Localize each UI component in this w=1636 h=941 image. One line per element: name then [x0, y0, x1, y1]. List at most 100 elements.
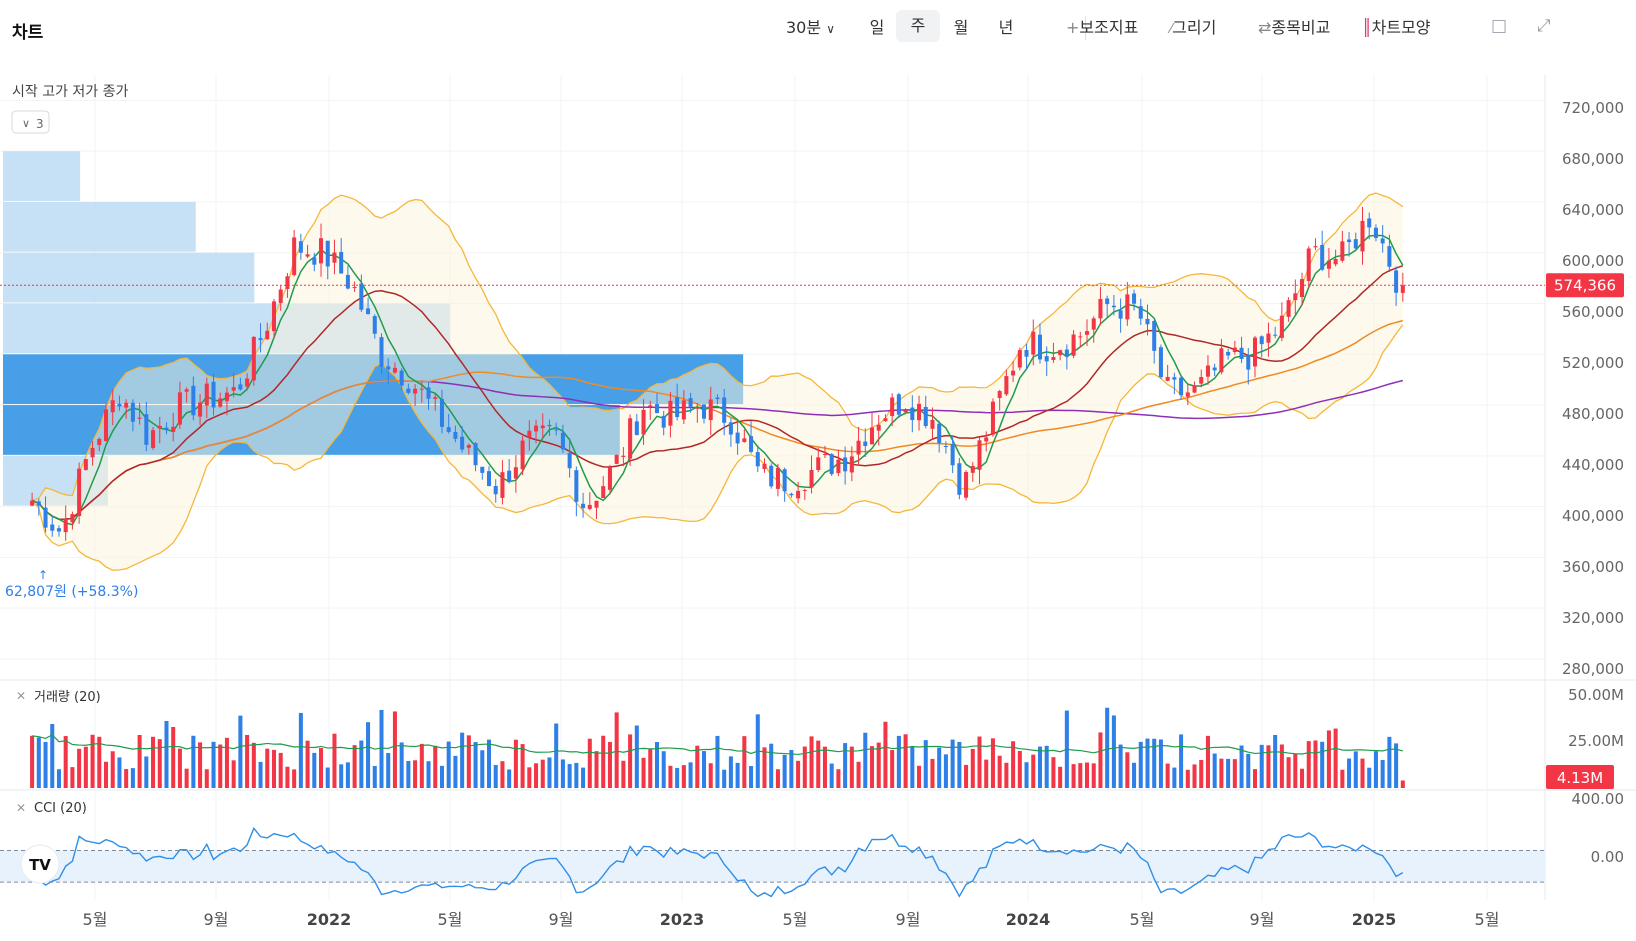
candle-body	[977, 440, 982, 470]
volume-bar	[937, 747, 942, 788]
candle-body	[1279, 315, 1284, 338]
candle-body	[1360, 220, 1365, 252]
time-tick: 2025	[1352, 910, 1397, 929]
time-tick: 5월	[1475, 910, 1500, 929]
volume-bar	[527, 767, 532, 788]
close-icon[interactable]: ✕	[16, 689, 26, 703]
current-price-label: 574,366	[1554, 276, 1616, 294]
candle-body	[964, 472, 969, 498]
volume-bar	[984, 759, 989, 788]
candle-body	[554, 429, 559, 431]
candle-body	[849, 456, 854, 473]
candle-body	[1125, 294, 1130, 320]
volume-bar	[406, 760, 411, 788]
candle-body	[809, 469, 814, 488]
candle-body	[305, 254, 310, 257]
volume-bar	[1192, 764, 1197, 788]
candle-body	[702, 404, 707, 419]
volume-bar	[1165, 763, 1170, 788]
volume-bar	[1199, 760, 1204, 788]
candle-body	[251, 336, 256, 381]
volume-bar	[574, 762, 579, 788]
time-tick: 2023	[660, 910, 705, 929]
candle-body	[164, 427, 169, 430]
volume-bar	[473, 742, 478, 788]
volume-bar	[1232, 759, 1237, 788]
interval-dropdown[interactable]: 30분 ∨	[786, 15, 835, 41]
candle-body	[238, 384, 243, 390]
volume-bar	[466, 735, 471, 788]
volume-bar	[1118, 744, 1123, 788]
volume-bar	[177, 748, 182, 788]
time-tick: 9월	[896, 910, 921, 929]
candle-body	[486, 471, 492, 486]
volume-bar	[1279, 744, 1284, 788]
candle-body	[1071, 334, 1076, 356]
volume-bar	[144, 756, 149, 788]
chart-style-button[interactable]: ║차트모양	[1362, 15, 1431, 41]
candle-body	[1199, 377, 1204, 384]
close-icon[interactable]: ✕	[16, 801, 26, 815]
chart-style-label: 차트모양	[1371, 18, 1431, 37]
volume-bar	[345, 762, 350, 788]
time-tick: 2022	[307, 910, 352, 929]
candle-body	[581, 503, 586, 509]
volume-bar	[735, 762, 740, 788]
candle-body	[399, 370, 404, 386]
volume-bar	[204, 769, 209, 788]
volume-bar	[1306, 741, 1311, 788]
volume-bar	[567, 764, 572, 788]
volume-bar	[1313, 740, 1318, 788]
price-tick: 560,000	[1562, 303, 1624, 321]
volume-bar	[1252, 769, 1258, 788]
candle-body	[527, 430, 532, 438]
volume-bar	[1091, 763, 1096, 788]
volume-bar	[1293, 753, 1298, 788]
time-tick: 5월	[438, 910, 463, 929]
volume-bar	[970, 748, 975, 788]
volume-bar	[1380, 759, 1385, 788]
volume-bar	[581, 767, 586, 788]
volume-bar	[439, 765, 444, 788]
drawing-button[interactable]: ⁄그리기	[1170, 15, 1216, 41]
candle-body	[628, 418, 633, 459]
volume-bar	[990, 738, 995, 788]
volume-bar	[171, 727, 176, 788]
period-year-button[interactable]: 년	[998, 18, 1014, 37]
candle-body	[90, 447, 95, 458]
period-month-button[interactable]: 월	[953, 18, 969, 37]
candle-body	[1333, 258, 1338, 265]
candle-body	[816, 457, 821, 470]
price-tick: 440,000	[1562, 456, 1624, 474]
candle-body	[224, 392, 229, 402]
compare-arrows-icon: ⇄	[1258, 18, 1272, 37]
candle-body	[856, 440, 861, 455]
cci-indicator	[0, 826, 1545, 898]
candle-body	[30, 500, 35, 506]
volume-bar	[211, 741, 216, 788]
volume-bar	[796, 760, 801, 788]
candle-body	[601, 486, 606, 498]
expand-icon[interactable]: ⤢	[1537, 16, 1551, 36]
volume-bar	[480, 750, 485, 788]
trash-icon[interactable]: □	[1491, 16, 1508, 36]
candle-body	[500, 472, 505, 498]
candle-body	[117, 403, 122, 407]
compare-button[interactable]: ⇄종목비교	[1258, 15, 1330, 41]
chevron-down-icon: ∨	[22, 117, 30, 130]
period-week-button[interactable]: 주	[896, 10, 940, 42]
indicator-button[interactable]: +보조지표	[1066, 15, 1138, 41]
period-day-button[interactable]: 일	[869, 18, 885, 37]
volume-bar	[36, 737, 41, 788]
legend-collapse-button[interactable]: ∨ 3	[11, 110, 50, 134]
candle-body	[70, 514, 75, 523]
candle-body	[829, 454, 834, 475]
arrow-up-icon: ↑	[38, 568, 48, 582]
candle-body	[392, 367, 397, 373]
volume-bar	[70, 767, 75, 788]
volume-bar	[869, 746, 875, 788]
candle-body	[735, 432, 740, 444]
volume-bar	[1373, 751, 1378, 788]
tradingview-logo[interactable]: TV	[20, 844, 60, 884]
